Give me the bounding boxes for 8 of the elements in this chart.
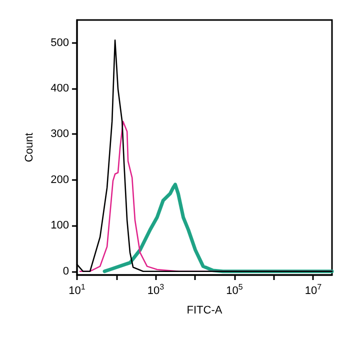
y-tick-label: 200: [50, 174, 69, 186]
x-axis-title: FITC-A: [186, 304, 223, 316]
y-tick-label: 400: [50, 82, 69, 95]
y-axis-title: Count: [24, 132, 36, 162]
y-tick-label: 500: [50, 36, 69, 49]
y-tick-label: 100: [50, 220, 69, 232]
y-tick-label: 0: [62, 265, 69, 278]
y-tick-label: 300: [50, 128, 69, 140]
